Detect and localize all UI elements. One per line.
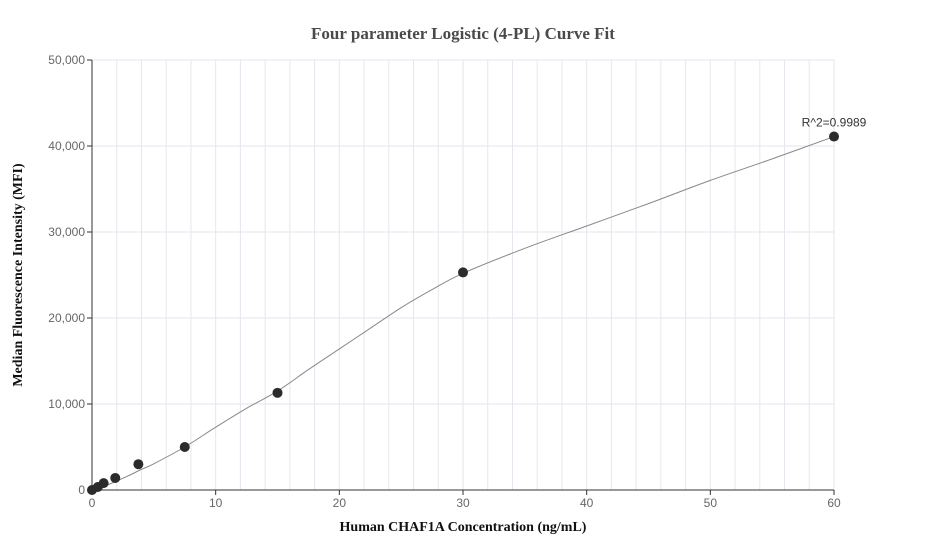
x-tick-label: 0 [89, 496, 96, 510]
r-squared-annotation: R^2=0.9989 [802, 116, 867, 130]
x-tick-label: 40 [580, 496, 594, 510]
y-tick-label: 40,000 [48, 139, 85, 153]
y-tick-label: 20,000 [48, 311, 85, 325]
data-point [458, 267, 468, 278]
chart-title: Four parameter Logistic (4-PL) Curve Fit [311, 24, 615, 43]
x-axis-label: Human CHAF1A Concentration (ng/mL) [340, 520, 587, 535]
data-point [98, 478, 109, 489]
data-point [179, 442, 190, 452]
x-tick-label: 10 [209, 496, 223, 510]
x-tick-label: 30 [456, 496, 470, 510]
x-ticks: 0 10 20 30 40 50 60 [89, 490, 841, 510]
grid [91, 59, 835, 491]
data-point [133, 459, 144, 470]
x-tick-label: 20 [333, 496, 347, 510]
data-points [87, 131, 839, 495]
y-tick-label: 0 [78, 483, 85, 497]
data-point [272, 387, 283, 398]
y-tick-label: 30,000 [48, 225, 85, 239]
y-tick-label: 50,000 [48, 53, 85, 67]
y-axis-label: Median Fluorescence Intensity (MFI) [11, 163, 26, 387]
data-point [829, 131, 839, 142]
y-tick-label: 10,000 [48, 397, 85, 411]
x-tick-label: 50 [704, 496, 718, 510]
data-point [110, 472, 121, 483]
y-ticks: 0 10,000 20,000 30,000 40,000 50,000 [48, 53, 92, 497]
x-tick-label: 60 [827, 496, 841, 510]
fit-curve [91, 136, 835, 491]
